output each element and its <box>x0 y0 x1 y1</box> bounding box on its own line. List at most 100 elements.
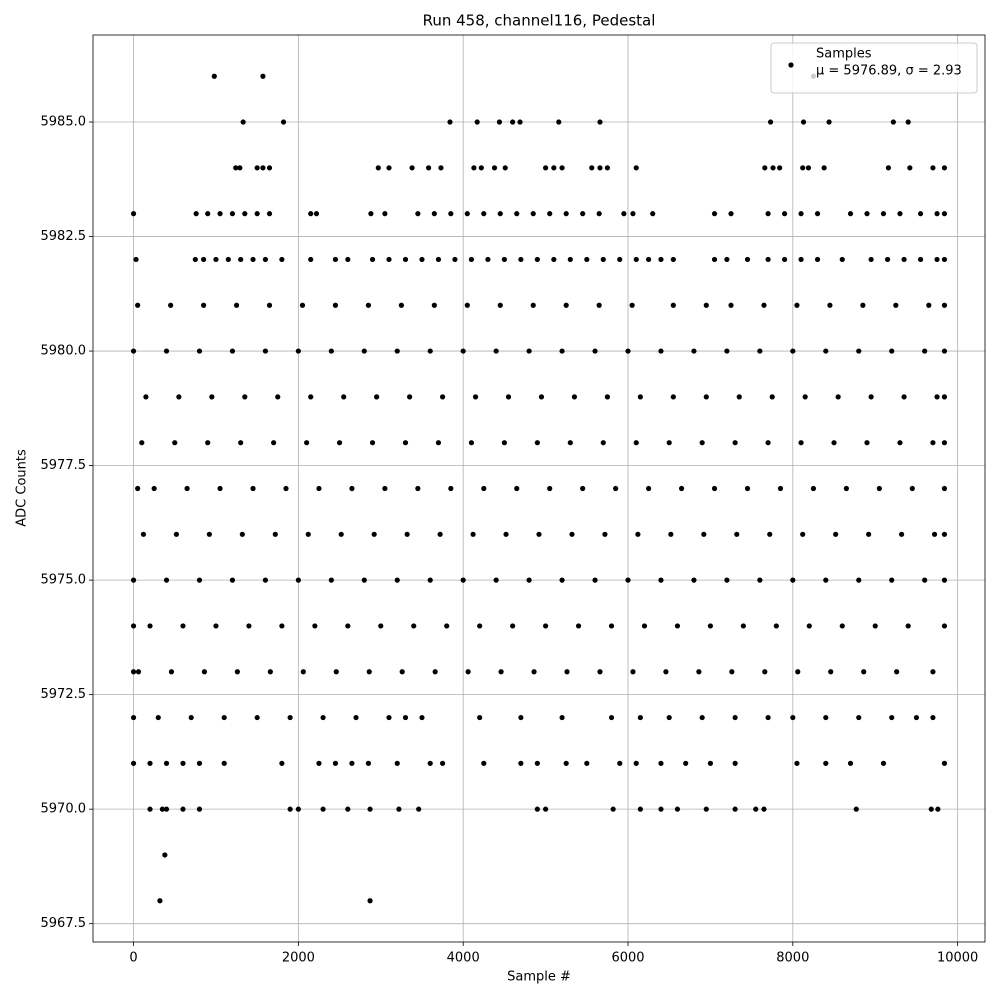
point <box>503 531 509 537</box>
point <box>724 256 730 263</box>
point <box>567 256 573 263</box>
point <box>835 394 841 400</box>
point <box>491 165 498 171</box>
point <box>200 256 207 263</box>
point <box>604 165 610 171</box>
x-tick-label: 8000 <box>776 951 809 966</box>
point <box>332 256 339 263</box>
point <box>575 623 582 629</box>
point <box>427 577 433 583</box>
point <box>897 211 903 217</box>
point <box>308 394 314 400</box>
point <box>366 669 372 675</box>
point <box>658 348 664 354</box>
point <box>135 669 142 675</box>
point <box>367 898 373 904</box>
point <box>613 485 619 492</box>
point <box>941 440 948 446</box>
point <box>762 669 768 675</box>
point <box>382 485 388 492</box>
point <box>237 165 243 171</box>
point <box>580 485 586 492</box>
point <box>465 669 471 675</box>
point <box>934 211 940 217</box>
point <box>856 348 862 354</box>
point <box>551 165 557 171</box>
point <box>300 669 306 675</box>
point <box>917 256 924 263</box>
point <box>732 440 738 446</box>
point <box>633 165 639 171</box>
point <box>180 760 186 766</box>
point <box>130 577 137 583</box>
point <box>468 440 475 446</box>
point <box>147 623 153 629</box>
point <box>580 211 586 217</box>
marks <box>130 73 948 904</box>
point <box>826 119 832 125</box>
point <box>180 623 186 629</box>
point <box>542 806 549 812</box>
point <box>225 256 231 263</box>
y-tick-label: 5975.0 <box>41 573 87 588</box>
point <box>889 348 895 354</box>
point <box>823 760 829 766</box>
point <box>162 852 168 858</box>
point <box>534 806 540 812</box>
point <box>394 760 400 766</box>
point <box>260 165 266 171</box>
point <box>670 394 676 400</box>
point <box>597 669 603 675</box>
point <box>371 531 377 537</box>
y-tick-label: 5982.5 <box>41 229 87 244</box>
point <box>447 119 453 125</box>
point <box>930 165 936 171</box>
point <box>711 256 718 263</box>
point <box>728 211 734 217</box>
point <box>884 256 891 263</box>
point <box>602 531 608 537</box>
point <box>320 714 326 721</box>
point <box>526 577 532 583</box>
point <box>130 623 137 629</box>
point <box>596 302 602 308</box>
point <box>941 165 948 171</box>
point <box>707 623 714 629</box>
point <box>666 714 672 721</box>
point <box>416 806 422 812</box>
point <box>699 714 705 721</box>
point <box>305 531 311 537</box>
point <box>439 394 446 400</box>
point <box>304 440 310 446</box>
point <box>375 165 381 171</box>
point <box>828 669 834 675</box>
point <box>592 348 598 354</box>
point <box>534 256 540 263</box>
x-tick-label: 4000 <box>447 951 480 966</box>
point <box>396 806 402 812</box>
point <box>757 577 763 583</box>
point <box>740 623 746 629</box>
point <box>765 714 771 721</box>
point <box>531 669 537 675</box>
point <box>810 485 817 492</box>
point <box>757 348 763 354</box>
point <box>729 669 735 675</box>
point <box>777 165 783 171</box>
point <box>941 394 948 400</box>
point <box>505 394 512 400</box>
point <box>470 531 476 537</box>
point <box>233 302 240 308</box>
point <box>425 165 432 171</box>
point <box>130 348 137 354</box>
point <box>336 440 343 446</box>
point <box>308 211 314 217</box>
point <box>163 806 170 812</box>
point <box>941 211 948 217</box>
point <box>415 485 421 492</box>
point <box>238 256 244 263</box>
point <box>157 898 163 904</box>
point <box>328 577 334 583</box>
point <box>890 119 896 125</box>
point <box>646 256 652 263</box>
